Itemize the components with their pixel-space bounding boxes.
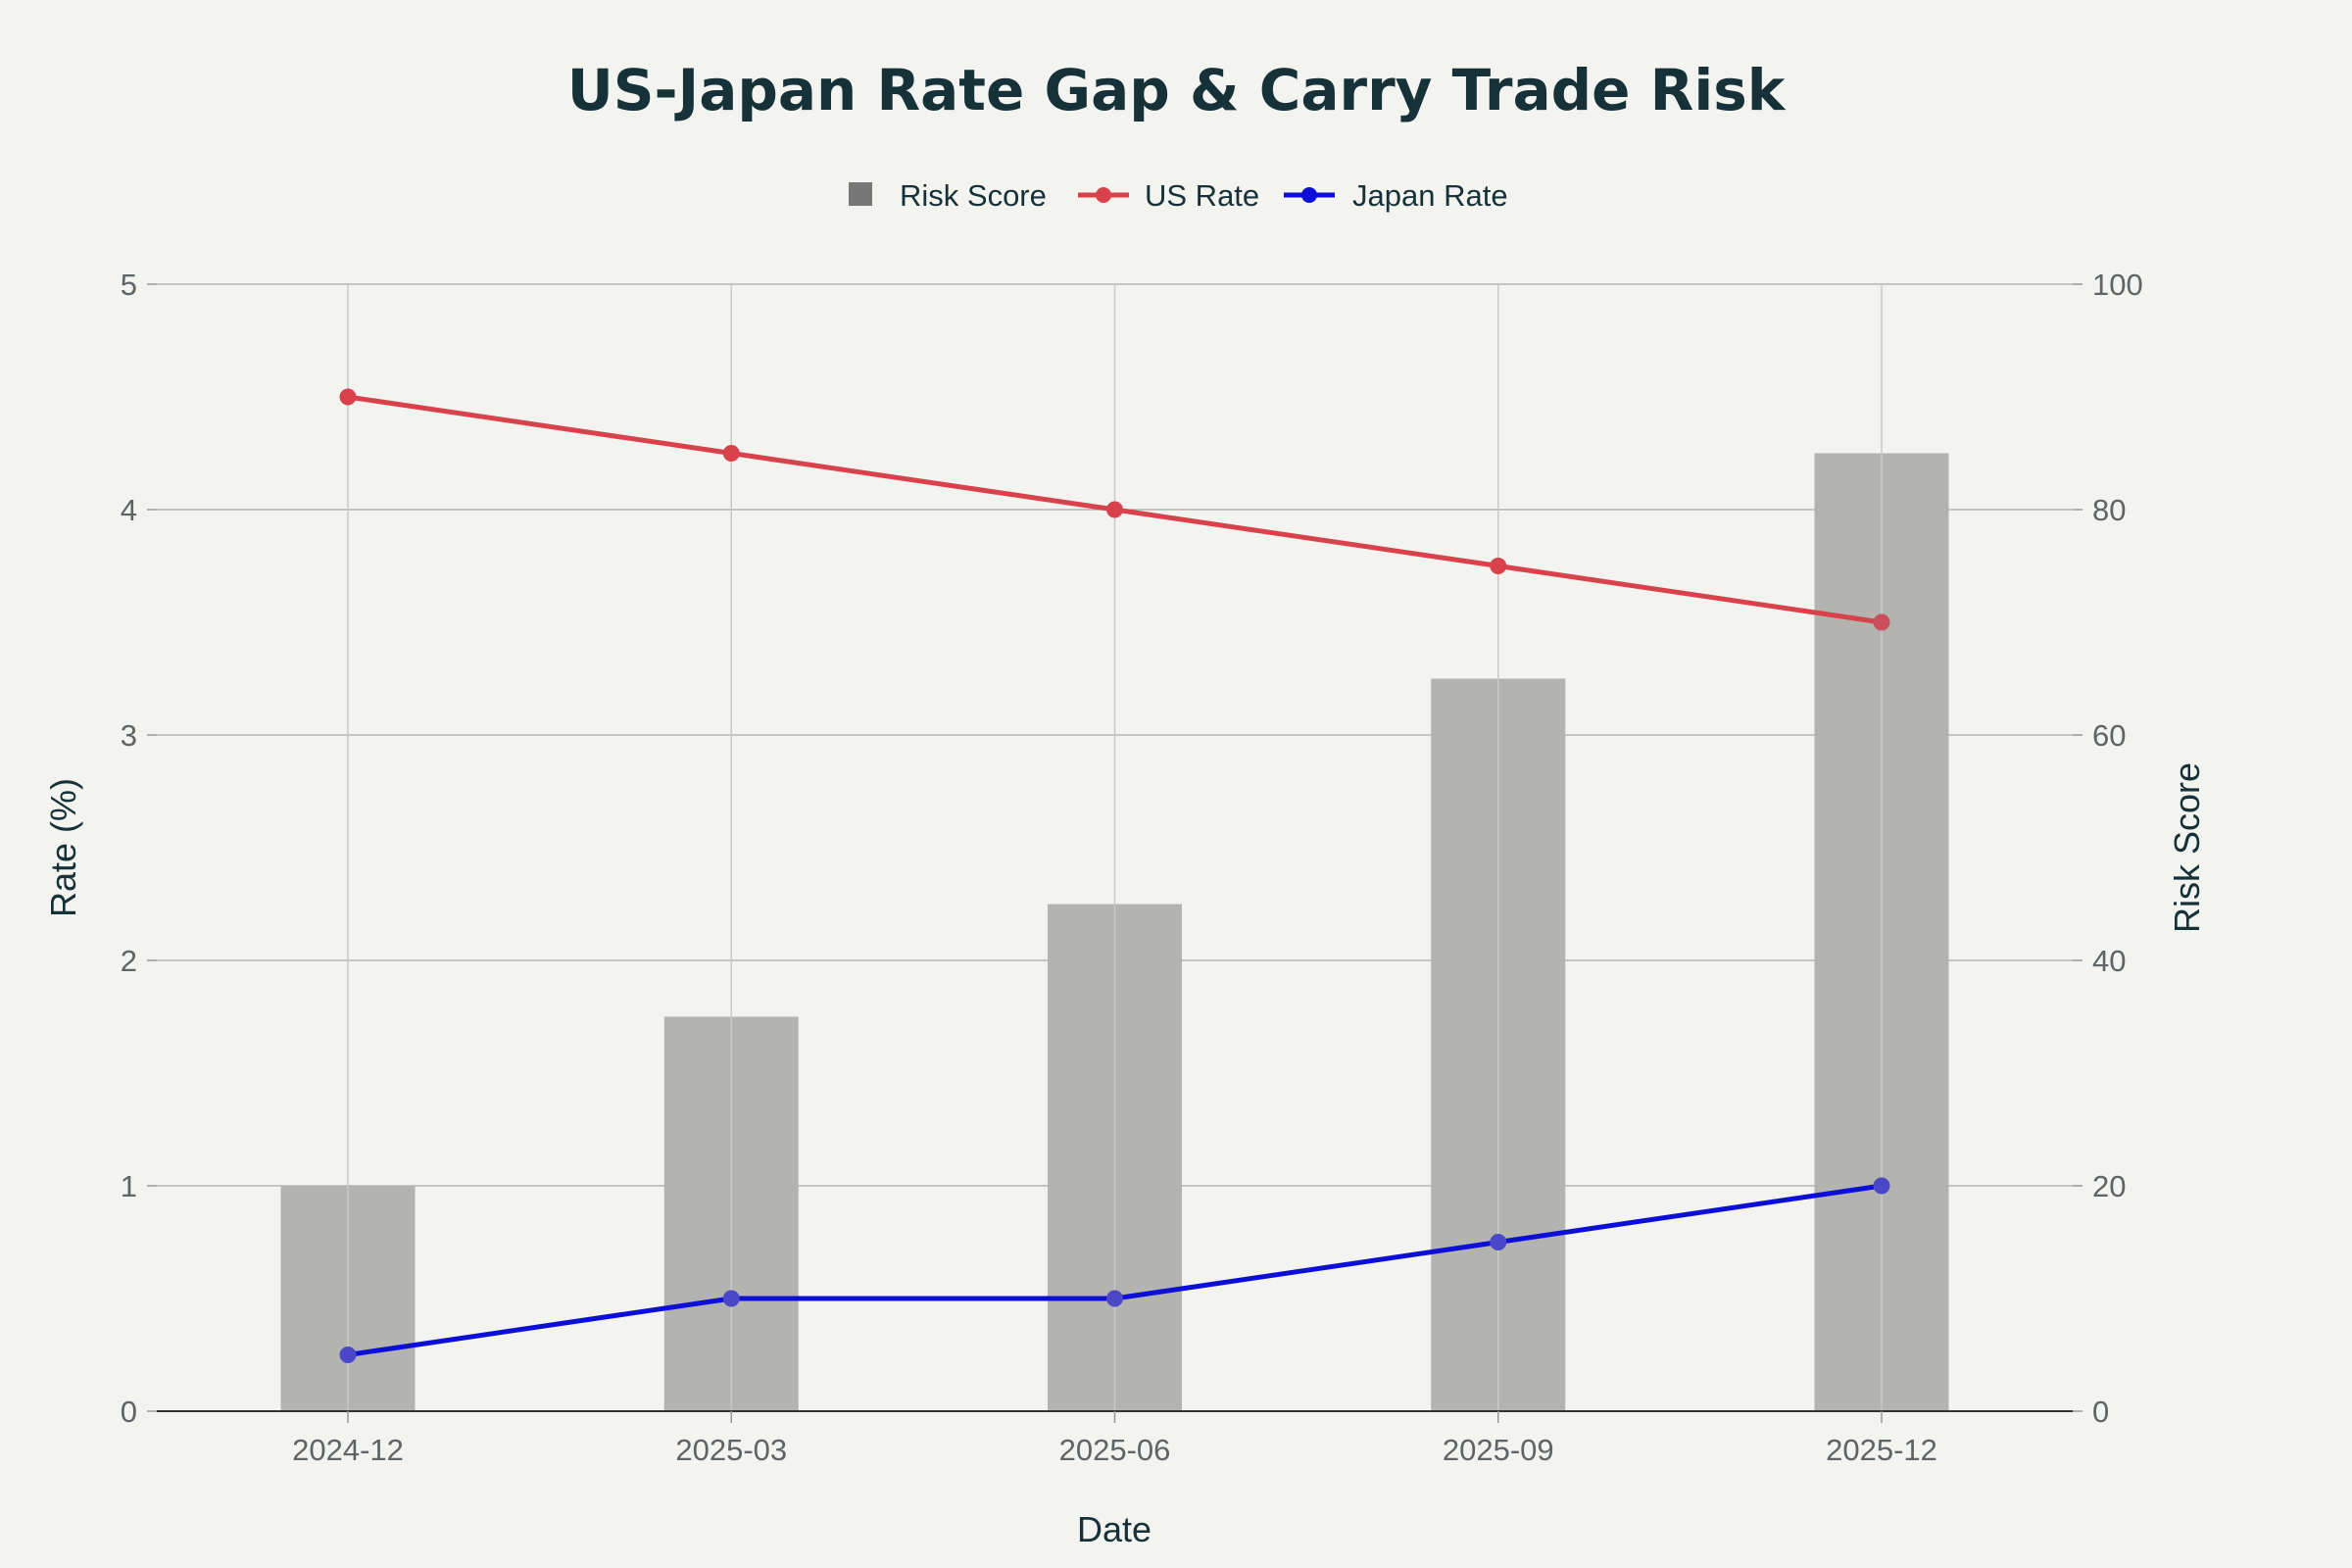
legend-label-japan-rate: Japan Rate [1352,178,1508,213]
legend[interactable]: Risk Score US Rate Japan Rate [849,178,1508,213]
legend-swatch-risk-score [849,182,872,206]
japan-rate-point [1873,1177,1890,1195]
y-tick-label: 1 [121,1169,137,1203]
legend-item-japan-rate[interactable]: Japan Rate [1284,178,1508,213]
us-rate-point [1490,558,1507,574]
x-axis-title: Date [1077,1509,1152,1549]
y2-axis-title: Risk Score [2167,762,2207,933]
y-tick-label: 4 [121,493,137,527]
y-tick-label: 3 [121,718,137,753]
us-rate-point [1873,613,1890,631]
y-axis-ticks: 0 1 2 3 4 5 [121,268,157,1429]
japan-rate-point [339,1347,357,1363]
legend-marker-us-rate [1096,187,1111,203]
x-tick-label: 2025-06 [1059,1433,1171,1467]
legend-label-us-rate: US Rate [1145,178,1259,213]
japan-rate-point [722,1290,740,1307]
y-tick-label: 0 [121,1395,137,1429]
x-tick-label: 2025-03 [675,1433,787,1467]
legend-item-risk-score[interactable]: Risk Score [849,178,1047,213]
legend-item-us-rate[interactable]: US Rate [1078,178,1259,213]
x-tick-label: 2024-12 [292,1433,404,1467]
y-tick-label: 2 [121,944,137,978]
y2-axis-ticks: 0 20 40 60 80 100 [2073,268,2143,1429]
us-rate-point [339,388,357,406]
y2-tick-label: 100 [2092,268,2143,302]
us-rate-point [1106,501,1123,518]
legend-label-risk-score: Risk Score [900,178,1047,213]
y2-tick-label: 80 [2092,493,2126,527]
y2-tick-label: 20 [2092,1169,2126,1203]
x-gridlines [347,284,1883,1411]
japan-rate-point [1106,1290,1123,1307]
y-tick-label: 5 [121,268,137,302]
x-tick-label: 2025-12 [1826,1433,1937,1467]
y2-tick-label: 0 [2092,1395,2109,1429]
us-rate-point [722,445,740,462]
rate-lines [339,388,1890,1363]
legend-marker-japan-rate [1301,187,1317,203]
japan-rate-point [1490,1234,1507,1250]
y2-tick-label: 40 [2092,944,2126,978]
x-axis-ticks: 2024-12 2025-03 2025-06 2025-09 2025-12 [292,1411,1937,1467]
y-axis-title: Rate (%) [43,778,83,917]
x-tick-label: 2025-09 [1443,1433,1554,1467]
chart-title: US-Japan Rate Gap & Carry Trade Risk [567,57,1787,123]
y2-tick-label: 60 [2092,718,2126,753]
